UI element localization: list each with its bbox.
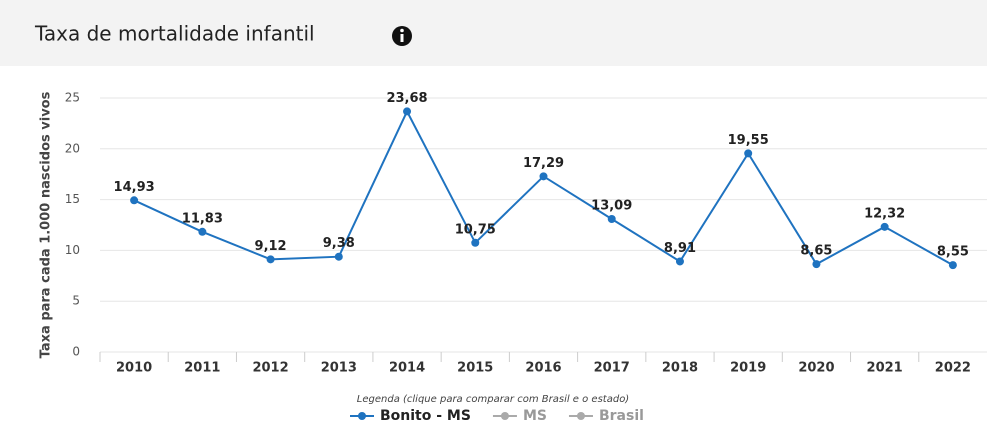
x-tick-label: 2022 bbox=[935, 361, 971, 376]
data-label: 13,09 bbox=[591, 199, 632, 214]
data-point bbox=[539, 172, 548, 181]
x-tick-label: 2017 bbox=[594, 361, 630, 376]
data-point bbox=[675, 257, 684, 266]
x-tick-label: 2020 bbox=[798, 361, 834, 376]
data-label: 23,68 bbox=[386, 91, 427, 106]
data-label: 12,32 bbox=[864, 206, 905, 221]
data-label: 8,65 bbox=[800, 244, 832, 259]
data-point bbox=[471, 238, 480, 247]
y-tick-label: 15 bbox=[65, 192, 80, 206]
y-tick-label: 20 bbox=[65, 141, 80, 155]
data-point bbox=[403, 107, 412, 116]
y-tick-label: 5 bbox=[72, 294, 80, 308]
data-point bbox=[266, 255, 275, 264]
x-tick-label: 2015 bbox=[457, 361, 493, 376]
data-label: 8,55 bbox=[937, 245, 969, 260]
data-label: 8,91 bbox=[664, 241, 696, 256]
x-tick-label: 2021 bbox=[867, 361, 903, 376]
x-tick-label: 2016 bbox=[525, 361, 561, 376]
legend-label: MS bbox=[523, 408, 547, 424]
legend-item[interactable]: Bonito - MS bbox=[350, 408, 471, 424]
legend-item[interactable]: MS bbox=[492, 408, 547, 424]
x-tick-label: 2011 bbox=[184, 361, 220, 376]
data-label: 9,12 bbox=[255, 239, 287, 254]
data-label: 17,29 bbox=[523, 156, 564, 171]
data-point bbox=[198, 227, 207, 236]
header bbox=[0, 0, 987, 66]
data-point bbox=[130, 196, 139, 205]
data-label: 14,93 bbox=[114, 180, 155, 195]
legend-marker bbox=[358, 412, 366, 420]
data-label: 9,38 bbox=[323, 236, 355, 251]
data-label: 19,55 bbox=[728, 133, 769, 148]
legend-marker bbox=[576, 412, 585, 420]
legend-item[interactable]: Brasil bbox=[568, 408, 644, 424]
legend-label: Brasil bbox=[599, 408, 644, 424]
data-point bbox=[948, 261, 957, 270]
info-icon[interactable] bbox=[392, 26, 412, 46]
x-tick-label: 2013 bbox=[321, 361, 357, 376]
chart-title: Taxa de mortalidade infantil bbox=[34, 22, 315, 46]
data-label: 10,75 bbox=[455, 222, 496, 237]
legend-marker bbox=[500, 412, 509, 420]
data-point bbox=[744, 149, 753, 158]
data-point bbox=[607, 215, 616, 224]
x-tick-label: 2019 bbox=[730, 361, 766, 376]
legend-title: Legenda (clique para comparar com Brasil… bbox=[357, 394, 629, 405]
x-tick-label: 2014 bbox=[389, 361, 425, 376]
data-point bbox=[880, 222, 889, 231]
y-axis-label: Taxa para cada 1.000 nascidos vivos bbox=[39, 91, 54, 358]
y-tick-label: 0 bbox=[72, 345, 80, 359]
y-tick-label: 10 bbox=[65, 243, 80, 257]
data-label: 11,83 bbox=[182, 211, 223, 226]
x-tick-label: 2018 bbox=[662, 361, 698, 376]
data-point bbox=[334, 252, 343, 261]
data-point bbox=[812, 260, 821, 269]
x-tick-label: 2012 bbox=[252, 361, 288, 376]
y-tick-label: 25 bbox=[65, 91, 80, 105]
legend-label: Bonito - MS bbox=[380, 408, 471, 424]
x-tick-label: 2010 bbox=[116, 361, 152, 376]
